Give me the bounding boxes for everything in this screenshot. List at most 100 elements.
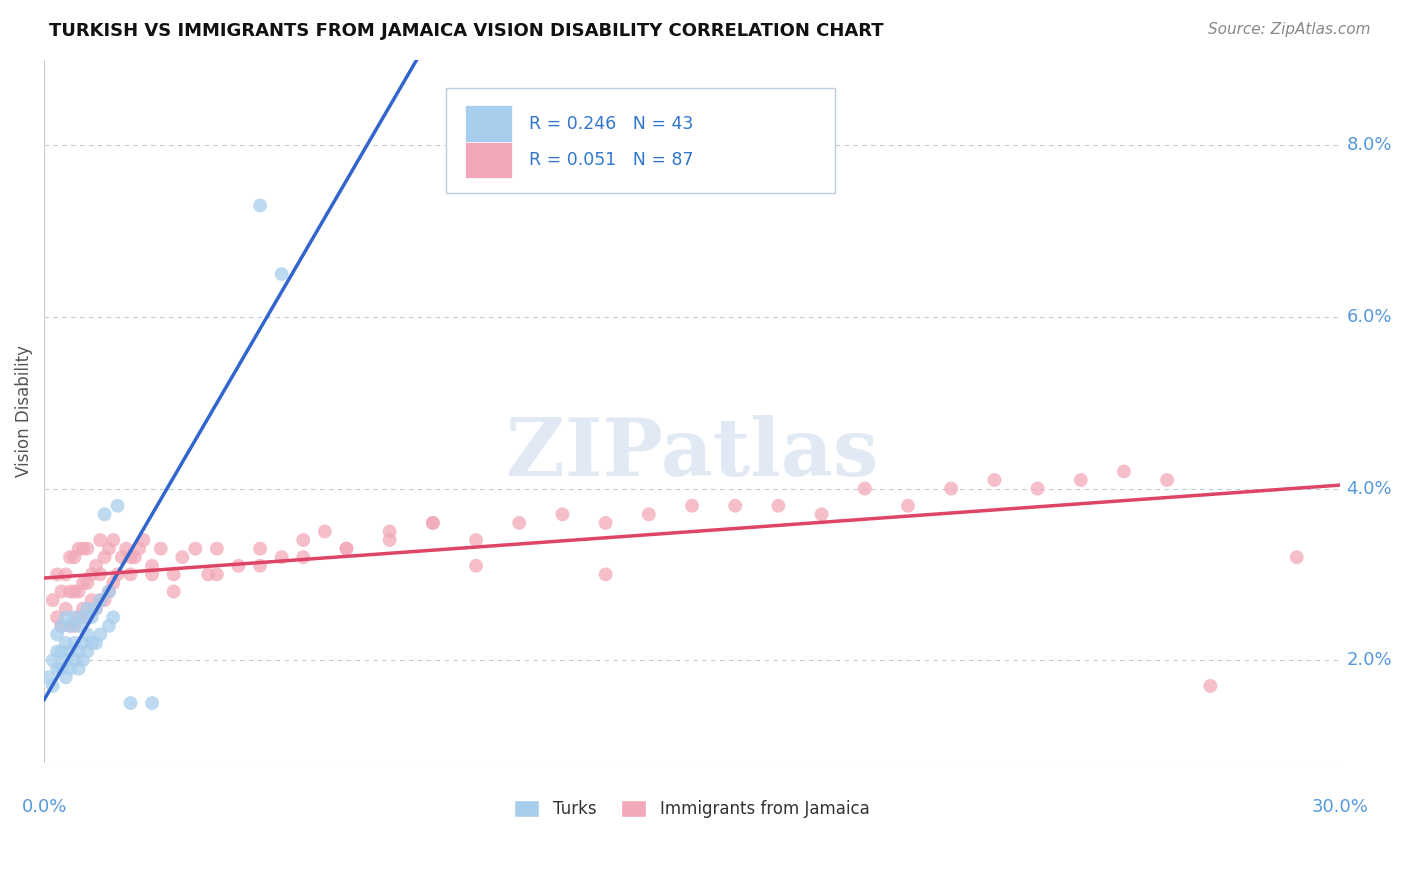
Point: [55, 670, 77, 684]
Point: [63, 610, 86, 624]
Point: [249, 541, 271, 556]
Point: [228, 558, 250, 573]
Y-axis label: Vision Disability: Vision Disability: [15, 345, 32, 477]
Point: [249, 198, 271, 212]
Point: [72, 610, 94, 624]
Point: [46, 627, 69, 641]
Text: Source: ZipAtlas.com: Source: ZipAtlas.com: [1208, 22, 1371, 37]
Point: [681, 499, 703, 513]
Text: TURKISH VS IMMIGRANTS FROM JAMAICA VISION DISABILITY CORRELATION CHART: TURKISH VS IMMIGRANTS FROM JAMAICA VISIO…: [49, 22, 884, 40]
Point: [67, 644, 90, 658]
Point: [67, 619, 90, 633]
Point: [59, 584, 82, 599]
Point: [810, 508, 832, 522]
Point: [51, 644, 73, 658]
Point: [768, 499, 790, 513]
Point: [163, 584, 186, 599]
Point: [508, 516, 530, 530]
Point: [103, 533, 125, 547]
Point: [1199, 679, 1222, 693]
Point: [205, 541, 228, 556]
Point: [132, 533, 155, 547]
Point: [149, 541, 172, 556]
Point: [853, 482, 876, 496]
Text: 4.0%: 4.0%: [1347, 480, 1392, 498]
Point: [76, 627, 98, 641]
Point: [595, 567, 617, 582]
Point: [55, 653, 77, 667]
Point: [89, 593, 111, 607]
Point: [59, 619, 82, 633]
Point: [115, 541, 138, 556]
Point: [378, 533, 401, 547]
Point: [595, 516, 617, 530]
Point: [55, 636, 77, 650]
Point: [89, 567, 111, 582]
Point: [67, 584, 90, 599]
Text: 30.0%: 30.0%: [1312, 798, 1368, 816]
Point: [97, 541, 120, 556]
Point: [59, 550, 82, 565]
Text: ZIPatlas: ZIPatlas: [506, 415, 879, 492]
Point: [128, 541, 150, 556]
Point: [941, 482, 963, 496]
Point: [80, 610, 103, 624]
Point: [120, 696, 142, 710]
Point: [184, 541, 207, 556]
Point: [89, 627, 111, 641]
Legend: Turks, Immigrants from Jamaica: Turks, Immigrants from Jamaica: [508, 794, 876, 825]
Point: [55, 567, 77, 582]
Point: [1070, 473, 1092, 487]
Point: [93, 550, 115, 565]
Point: [292, 533, 315, 547]
Point: [42, 679, 65, 693]
Point: [63, 619, 86, 633]
Point: [551, 508, 574, 522]
Point: [205, 567, 228, 582]
Point: [72, 636, 94, 650]
Point: [72, 653, 94, 667]
Point: [89, 593, 111, 607]
Point: [197, 567, 219, 582]
Point: [72, 601, 94, 615]
Point: [63, 584, 86, 599]
Point: [1026, 482, 1049, 496]
Point: [84, 601, 107, 615]
Point: [76, 541, 98, 556]
Point: [46, 567, 69, 582]
Point: [72, 576, 94, 591]
Point: [270, 267, 292, 281]
Point: [124, 550, 146, 565]
Point: [724, 499, 747, 513]
Point: [76, 644, 98, 658]
Point: [89, 533, 111, 547]
Point: [59, 662, 82, 676]
Point: [141, 696, 163, 710]
Point: [163, 567, 186, 582]
Point: [46, 662, 69, 676]
Point: [314, 524, 336, 539]
Point: [97, 619, 120, 633]
Point: [1112, 465, 1135, 479]
Point: [249, 558, 271, 573]
Point: [84, 601, 107, 615]
Point: [897, 499, 920, 513]
Point: [107, 567, 129, 582]
Point: [465, 558, 488, 573]
Point: [46, 644, 69, 658]
Point: [51, 584, 73, 599]
Point: [67, 541, 90, 556]
Point: [51, 662, 73, 676]
Point: [93, 593, 115, 607]
Point: [422, 516, 444, 530]
Point: [55, 601, 77, 615]
Point: [80, 636, 103, 650]
Point: [84, 636, 107, 650]
Point: [51, 619, 73, 633]
Point: [378, 524, 401, 539]
Point: [97, 584, 120, 599]
Point: [76, 576, 98, 591]
Point: [93, 508, 115, 522]
Point: [292, 550, 315, 565]
Point: [84, 558, 107, 573]
